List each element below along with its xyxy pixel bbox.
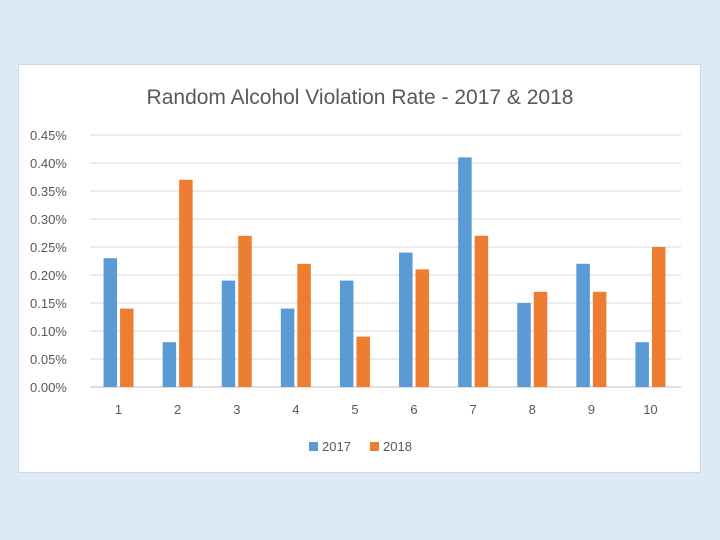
gridlines — [90, 134, 681, 388]
bar-2017-5 — [339, 280, 354, 387]
bar-2017-9 — [576, 263, 590, 387]
y-tick-label: 0.15% — [30, 296, 67, 311]
y-axis-ticks: 0.00% 0.05% 0.10% 0.15% 0.20% 0.25% 0.30% 0.35%… — [30, 128, 67, 395]
legend-swatch-2017 — [309, 442, 318, 451]
bar-2017-6 — [399, 252, 413, 387]
bar-2018-2 — [179, 179, 193, 387]
x-tick-label: 1 — [115, 402, 122, 417]
x-tick-label: 2 — [174, 402, 181, 417]
legend-label-2017: 2017 — [322, 439, 351, 454]
bar-2018-4 — [297, 263, 311, 387]
bar-2017-2 — [162, 342, 177, 387]
bar-2018-8 — [533, 291, 548, 387]
bar-2017-10 — [635, 342, 649, 387]
bar-2017-7 — [458, 157, 472, 387]
y-tick-label: 0.25% — [30, 240, 67, 255]
x-tick-label: 9 — [588, 402, 595, 417]
y-tick-label: 0.20% — [30, 268, 67, 283]
bar-2017-8 — [517, 303, 531, 387]
y-tick-label: 0.30% — [30, 212, 67, 227]
x-tick-label: 3 — [233, 402, 240, 417]
bar-2018-9 — [592, 291, 607, 387]
y-tick-label: 0.45% — [30, 128, 67, 143]
bars — [103, 157, 666, 387]
bar-2018-1 — [120, 308, 134, 387]
bar-2017-1 — [103, 258, 118, 387]
bar-2018-5 — [356, 336, 370, 387]
x-tick-label: 10 — [643, 402, 657, 417]
x-tick-label: 7 — [470, 402, 477, 417]
x-tick-label: 8 — [529, 402, 536, 417]
y-tick-label: 0.35% — [30, 184, 67, 199]
bar-2018-6 — [415, 269, 430, 387]
x-tick-label: 4 — [292, 402, 299, 417]
bar-2017-4 — [280, 308, 295, 387]
bar-2018-7 — [474, 235, 489, 387]
bar-2018-3 — [238, 235, 252, 387]
x-tick-label: 6 — [410, 402, 417, 417]
y-tick-label: 0.40% — [30, 156, 67, 171]
bar-2017-3 — [221, 280, 236, 387]
legend-label-2018: 2018 — [383, 439, 412, 454]
x-axis-ticks: 1 2 3 4 5 6 7 8 9 10 — [115, 402, 658, 417]
y-tick-label: 0.10% — [30, 324, 67, 339]
legend: 2017 2018 — [309, 439, 412, 454]
chart-title: Random Alcohol Violation Rate - 2017 & 2… — [147, 86, 574, 109]
legend-swatch-2018 — [370, 442, 379, 451]
y-tick-label: 0.05% — [30, 352, 67, 367]
x-tick-label: 5 — [351, 402, 358, 417]
bar-2018-10 — [651, 247, 666, 387]
y-tick-label: 0.00% — [30, 380, 67, 395]
